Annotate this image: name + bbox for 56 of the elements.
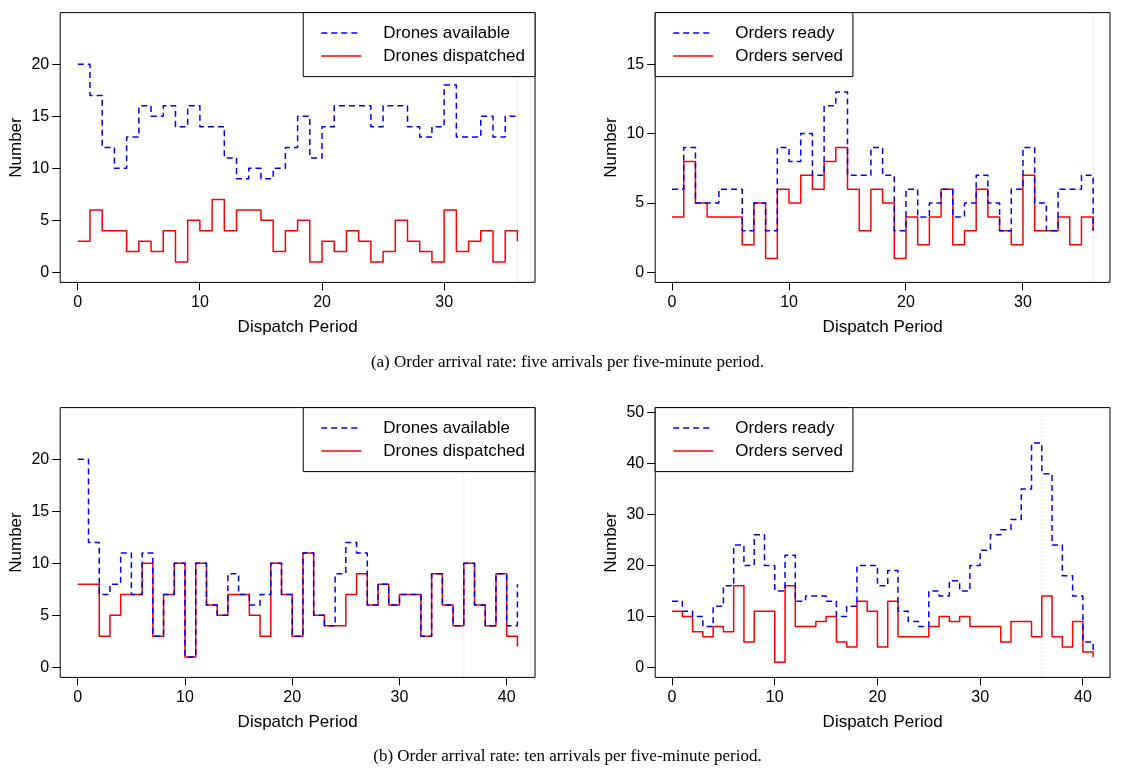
x-tick-label: 40 [497,688,516,706]
y-tick-label: 20 [31,449,50,467]
x-tick-label: 20 [283,688,302,706]
legend-label: Orders served [735,45,843,65]
x-tick-label: 10 [176,688,195,706]
y-tick-label: 5 [635,193,645,211]
y-tick-label: 15 [626,54,645,72]
legend-label: Orders ready [735,417,835,437]
y-tick-label: 20 [626,555,645,573]
y-tick-label: 15 [31,501,50,519]
y-tick-label: 30 [626,504,645,522]
x-axis-title: Dispatch Period [822,317,943,337]
x-tick-label: 0 [667,293,677,311]
legend-label: Drones dispatched [383,440,526,460]
y-axis-title: Number [600,116,620,178]
y-tick-label: 0 [40,262,50,280]
x-tick-label: 40 [1073,688,1092,706]
legend-label: Drones available [383,417,510,437]
x-tick-label: 20 [868,688,887,706]
x-tick-label: 0 [73,293,83,311]
y-tick-label: 5 [40,210,50,228]
y-tick-label: 15 [31,106,50,124]
y-axis-title: Number [5,116,25,178]
y-tick-label: 10 [626,124,645,142]
x-tick-label: 20 [897,293,915,311]
y-axis-title: Number [600,511,620,573]
x-tick-label: 30 [1014,293,1032,311]
legend-label: Orders served [735,440,843,460]
y-tick-label: 0 [40,657,50,675]
y-tick-label: 50 [626,402,645,420]
y-tick-label: 10 [626,606,645,624]
x-tick-label: 10 [191,293,209,311]
text: (b) Order arrival rate: ten arrivals per five-minute period. [372,746,763,766]
y-tick-label: 10 [31,158,50,176]
x-axis-title: Dispatch Period [237,317,358,337]
x-tick-label: 30 [390,688,409,706]
y-tick-label: 20 [31,54,50,72]
x-tick-label: 0 [73,688,83,706]
y-axis-title: Number [5,511,25,573]
x-tick-label: 30 [971,688,990,706]
text: (a) Order arrival rate: five arrivals per five-minute period. [369,352,766,372]
y-tick-label: 40 [626,453,645,471]
x-axis-title: Dispatch Period [237,712,358,732]
y-tick-label: 0 [635,262,645,280]
x-tick-label: 30 [435,293,454,311]
y-tick-label: 0 [635,657,645,675]
x-tick-label: 10 [780,293,799,311]
legend-label: Orders ready [735,22,835,42]
x-tick-label: 10 [765,688,784,706]
x-tick-label: 0 [667,688,677,706]
y-tick-label: 10 [31,553,50,571]
legend-label: Drones available [383,22,510,42]
legend-label: Drones dispatched [383,45,526,65]
x-tick-label: 20 [313,293,332,311]
x-axis-title: Dispatch Period [822,712,943,732]
y-tick-label: 5 [40,605,50,623]
